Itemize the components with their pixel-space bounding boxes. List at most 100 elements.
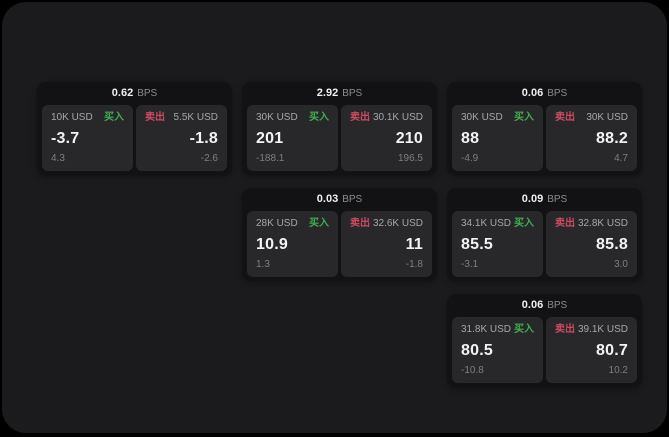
buy-delta: -10.8 (461, 365, 484, 376)
buy-notional: 28K USD (256, 218, 298, 229)
sell-panel-top: 卖出 32.6K USD (350, 219, 423, 229)
spread-value: 0.06 (521, 299, 544, 311)
sell-panel[interactable]: 卖出 32.8K USD 85.8 3.0 (546, 211, 637, 277)
buy-side-label: 买入 (309, 112, 329, 123)
buy-price: 85.5 (461, 235, 493, 253)
sell-delta: 4.7 (614, 153, 628, 164)
card-header: 0.03 BPS (247, 188, 432, 211)
sell-panel-top: 卖出 32.8K USD (555, 219, 628, 229)
buy-panel-top: 28K USD 买入 (256, 219, 329, 229)
buy-panel-top: 30K USD 买入 (461, 113, 534, 123)
sell-price: 88.2 (596, 129, 628, 147)
sell-delta: -2.6 (200, 153, 218, 164)
quote-board: 0.62 BPS 10K USD 买入 -3.7 4.3 卖出 5.5K USD… (37, 82, 642, 387)
buy-notional: 10K USD (51, 112, 93, 123)
sell-side-label: 卖出 (350, 218, 370, 229)
sell-panel[interactable]: 卖出 30K USD 88.2 4.7 (546, 105, 637, 171)
sell-delta: 10.2 (608, 365, 628, 376)
sell-notional: 39.1K USD (577, 324, 628, 335)
quote-panels: 30K USD 买入 88 -4.9 卖出 30K USD 88.2 4.7 (452, 105, 637, 171)
card-header: 0.09 BPS (452, 188, 637, 211)
bps-unit-label: BPS (342, 87, 363, 99)
sell-delta: 3.0 (614, 259, 628, 270)
buy-price: -3.7 (51, 129, 80, 147)
sell-panel[interactable]: 卖出 39.1K USD 80.7 10.2 (546, 317, 637, 383)
bps-unit-label: BPS (342, 193, 363, 205)
sell-notional: 32.6K USD (372, 218, 423, 229)
quote-panels: 34.1K USD 买入 85.5 -3.1 卖出 32.8K USD 85.8… (452, 211, 637, 277)
sell-panel-top: 卖出 39.1K USD (555, 325, 628, 335)
buy-panel[interactable]: 30K USD 买入 201 -188.1 (247, 105, 338, 171)
buy-price: 88 (461, 129, 480, 147)
quote-panels: 30K USD 买入 201 -188.1 卖出 30.1K USD 210 1… (247, 105, 432, 171)
sell-panel[interactable]: 卖出 32.6K USD 11 -1.8 (341, 211, 432, 277)
buy-panel-top: 34.1K USD 买入 (461, 219, 534, 229)
sell-delta: 196.5 (397, 153, 423, 164)
card-header: 0.06 BPS (452, 82, 637, 105)
bps-unit-label: BPS (547, 87, 568, 99)
buy-side-label: 买入 (514, 112, 534, 123)
buy-delta: -3.1 (461, 259, 479, 270)
sell-price: 210 (395, 129, 423, 147)
sell-panel[interactable]: 卖出 30.1K USD 210 196.5 (341, 105, 432, 171)
quote-card: 0.09 BPS 34.1K USD 买入 85.5 -3.1 卖出 32.8K… (447, 188, 642, 281)
buy-panel-top: 31.8K USD 买入 (461, 325, 534, 335)
buy-notional: 31.8K USD (461, 324, 512, 335)
spread-value: 0.06 (521, 87, 544, 99)
sell-panel-top: 卖出 30.1K USD (350, 113, 423, 123)
quote-card: 0.06 BPS 30K USD 买入 88 -4.9 卖出 30K USD 8… (447, 82, 642, 175)
buy-side-label: 买入 (514, 218, 534, 229)
sell-side-label: 卖出 (555, 218, 575, 229)
spread-value: 0.09 (521, 193, 544, 205)
buy-delta: 1.3 (256, 259, 270, 270)
sell-price: 11 (405, 235, 423, 253)
quote-panels: 10K USD 买入 -3.7 4.3 卖出 5.5K USD -1.8 -2.… (42, 105, 227, 171)
bps-unit-label: BPS (547, 193, 568, 205)
buy-side-label: 买入 (104, 112, 124, 123)
buy-panel-top: 10K USD 买入 (51, 113, 124, 123)
sell-notional: 32.8K USD (577, 218, 628, 229)
sell-price: -1.8 (189, 129, 218, 147)
bps-unit-label: BPS (137, 87, 158, 99)
quote-card: 0.03 BPS 28K USD 买入 10.9 1.3 卖出 32.6K US… (242, 188, 437, 281)
buy-side-label: 买入 (309, 218, 329, 229)
spread-value: 0.03 (316, 193, 339, 205)
buy-delta: -4.9 (461, 153, 479, 164)
buy-panel[interactable]: 31.8K USD 买入 80.5 -10.8 (452, 317, 543, 383)
quote-card: 0.06 BPS 31.8K USD 买入 80.5 -10.8 卖出 39.1… (447, 294, 642, 387)
quote-card: 0.62 BPS 10K USD 买入 -3.7 4.3 卖出 5.5K USD… (37, 82, 232, 175)
sell-panel-top: 卖出 5.5K USD (145, 113, 218, 123)
buy-price: 80.5 (461, 341, 493, 359)
sell-delta: -1.8 (405, 259, 423, 270)
buy-notional: 30K USD (256, 112, 298, 123)
sell-side-label: 卖出 (555, 324, 575, 335)
card-header: 2.92 BPS (247, 82, 432, 105)
card-header: 0.06 BPS (452, 294, 637, 317)
sell-side-label: 卖出 (350, 112, 370, 123)
sell-notional: 5.5K USD (173, 112, 218, 123)
sell-panel[interactable]: 卖出 5.5K USD -1.8 -2.6 (136, 105, 227, 171)
buy-side-label: 买入 (514, 324, 534, 335)
buy-panel[interactable]: 10K USD 买入 -3.7 4.3 (42, 105, 133, 171)
bps-unit-label: BPS (547, 299, 568, 311)
quote-panels: 28K USD 买入 10.9 1.3 卖出 32.6K USD 11 -1.8 (247, 211, 432, 277)
sell-notional: 30K USD (586, 112, 628, 123)
buy-delta: 4.3 (51, 153, 65, 164)
buy-panel[interactable]: 28K USD 买入 10.9 1.3 (247, 211, 338, 277)
quote-panels: 31.8K USD 买入 80.5 -10.8 卖出 39.1K USD 80.… (452, 317, 637, 383)
buy-notional: 34.1K USD (461, 218, 512, 229)
buy-panel[interactable]: 34.1K USD 买入 85.5 -3.1 (452, 211, 543, 277)
quote-card: 2.92 BPS 30K USD 买入 201 -188.1 卖出 30.1K … (242, 82, 437, 175)
buy-panel-top: 30K USD 买入 (256, 113, 329, 123)
sell-side-label: 卖出 (145, 112, 165, 123)
sell-panel-top: 卖出 30K USD (555, 113, 628, 123)
sell-side-label: 卖出 (555, 112, 575, 123)
buy-panel[interactable]: 30K USD 买入 88 -4.9 (452, 105, 543, 171)
spread-value: 0.62 (111, 87, 134, 99)
card-header: 0.62 BPS (42, 82, 227, 105)
sell-price: 80.7 (596, 341, 628, 359)
buy-price: 201 (256, 129, 284, 147)
spread-value: 2.92 (316, 87, 339, 99)
buy-price: 10.9 (256, 235, 288, 253)
